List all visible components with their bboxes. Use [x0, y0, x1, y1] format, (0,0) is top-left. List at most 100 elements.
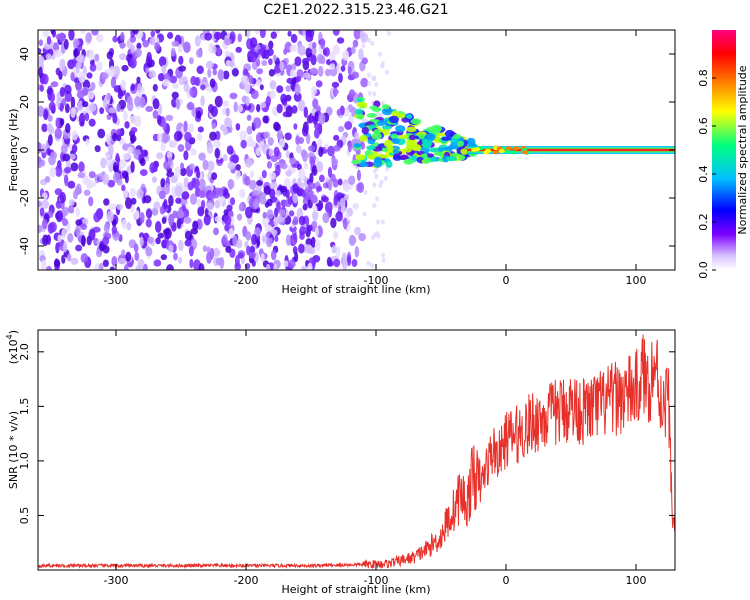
spectrogram-noise-cell: [322, 212, 330, 224]
spectrogram-transition-cell: [373, 156, 383, 165]
spectrogram-noise-cell: [275, 164, 281, 177]
spectrogram-noise-cell: [348, 175, 356, 185]
spectrogram-noise-cell: [203, 214, 211, 226]
spectrogram-noise-cell: [83, 189, 91, 196]
spectrogram-noise-cell: [248, 75, 254, 85]
spectrogram-noise-cell: [324, 143, 329, 150]
spectrogram-transition-cell: [410, 118, 422, 125]
spectrogram-noise-cell: [218, 187, 224, 198]
spectrogram-noise-cell: [362, 211, 367, 217]
spectrogram-noise-cell: [347, 66, 352, 75]
snr-y-tick-label: 0.5: [18, 507, 31, 525]
spectrogram-noise-cell: [308, 145, 316, 152]
stable-line-blob: [522, 150, 529, 155]
spectrogram-noise-cell: [179, 167, 187, 177]
spectrogram-noise-cell: [264, 201, 270, 208]
spectrogram-noise-cell: [276, 103, 283, 114]
spectrogram-noise-cell: [276, 215, 285, 223]
colorbar-tick-label: 0.4: [697, 165, 710, 183]
spectrogram-y-tick-label: 0: [18, 147, 31, 154]
spectrogram-noise-cell: [351, 258, 358, 268]
spectrogram-transition-cell: [447, 145, 456, 150]
spectrogram-noise-cell: [130, 115, 138, 125]
spectrogram-transition-cell: [459, 154, 466, 161]
spectrogram-noise-cell: [187, 123, 195, 133]
spectrogram-noise-cell: [281, 97, 288, 106]
spectrogram-noise-cell: [332, 30, 340, 36]
spectrogram-noise-cell: [342, 49, 350, 61]
spectrogram-noise-cell: [330, 217, 337, 229]
stable-line-blob: [474, 147, 481, 152]
spectrogram-noise-cell: [94, 53, 100, 62]
spectrogram-noise-cell: [298, 168, 306, 181]
spectrogram-noise-cell: [212, 45, 217, 54]
spectrogram-noise-cell: [263, 131, 270, 139]
spectrogram-noise-cell: [303, 106, 308, 118]
spectrogram-noise-cell: [251, 260, 256, 267]
colorbar-tick-label: 0.2: [697, 213, 710, 231]
spectrogram-noise-cell: [39, 84, 45, 92]
spectrogram-noise-cell: [108, 145, 114, 156]
spectrogram-transition-cell: [405, 114, 413, 119]
spectrogram-noise-cell: [181, 204, 186, 211]
spectrogram-noise-cell: [378, 113, 383, 119]
spectrogram-noise-cell: [95, 61, 103, 71]
spectrogram-noise-cell: [55, 67, 61, 76]
spectrogram-noise-cell: [327, 145, 335, 157]
spectrogram-noise-cell: [129, 134, 137, 143]
spectrogram-noise-cell: [59, 102, 64, 112]
spectrogram-transition-cell: [373, 129, 381, 135]
colorbar-label: Normalized spectral amplitude: [736, 65, 749, 234]
spectrogram-noise-cell: [196, 110, 202, 120]
spectrogram-noise-cell: [333, 230, 338, 240]
spectrogram-noise-cell: [381, 252, 386, 258]
spectrogram-transition-cell: [376, 120, 387, 126]
spectrogram-noise-cell: [336, 37, 345, 44]
spectrogram-noise-cell: [221, 235, 227, 246]
spectrogram-noise-cell: [75, 219, 83, 227]
spectrogram-noise-cell: [292, 76, 297, 85]
spectrogram-noise-cell: [59, 58, 66, 71]
spectrogram-noise-cell: [76, 90, 85, 99]
spectrogram-noise-cell: [312, 98, 319, 109]
spectrogram-noise-cell: [103, 198, 110, 206]
spectrogram-noise-cell: [381, 257, 386, 263]
spectrogram-noise-cell: [259, 196, 267, 205]
spectrogram-noise-cell: [71, 144, 78, 154]
spectrogram-noise-cell: [108, 107, 116, 114]
spectrogram-noise-cell: [232, 235, 238, 247]
spectrogram-noise-cell: [69, 206, 75, 214]
spectrogram-noise-cell: [136, 42, 142, 50]
spectrogram-noise-cell: [327, 260, 334, 267]
spectrogram-noise-cell: [161, 64, 167, 75]
spectrogram-noise-cell: [112, 171, 121, 183]
spectrogram-noise-cell: [41, 218, 48, 230]
spectrogram-noise-cell: [116, 103, 121, 113]
spectrogram-noise-cell: [324, 201, 333, 213]
spectrogram-noise-cell: [314, 239, 321, 251]
spectrogram-noise-cell: [130, 83, 136, 91]
spectrogram-noise-cell: [296, 163, 302, 171]
spectrogram-noise-cell: [54, 188, 63, 196]
spectrogram-noise-cell: [294, 83, 301, 96]
spectrogram-noise-cell: [301, 57, 310, 65]
spectrogram-noise-cell: [335, 211, 343, 222]
spectrogram-noise-cell: [370, 263, 375, 269]
spectrogram-noise-cell: [77, 100, 84, 112]
spectrogram-noise-cell: [109, 65, 115, 78]
spectrogram-noise-cell: [343, 194, 350, 201]
spectrogram-noise-cell: [259, 30, 266, 39]
spectrogram-noise-cell: [133, 243, 139, 253]
spectrogram-noise-cell: [124, 197, 133, 210]
spectrogram-noise-cell: [102, 259, 109, 268]
spectrogram-noise-cell: [329, 67, 338, 77]
spectrogram-noise-cell: [228, 227, 234, 240]
spectrogram-noise-cell: [49, 92, 56, 103]
spectrogram-noise-cell: [268, 40, 274, 50]
spectrogram-noise-cell: [375, 219, 380, 225]
spectrogram-noise-cell: [71, 130, 78, 141]
spectrogram-noise-cell: [269, 80, 277, 90]
snr-axes: -300 -200 -100 0 100 0.5 1.0 1.5 2.0: [18, 330, 675, 587]
spectrogram-noise-cell: [305, 244, 313, 254]
